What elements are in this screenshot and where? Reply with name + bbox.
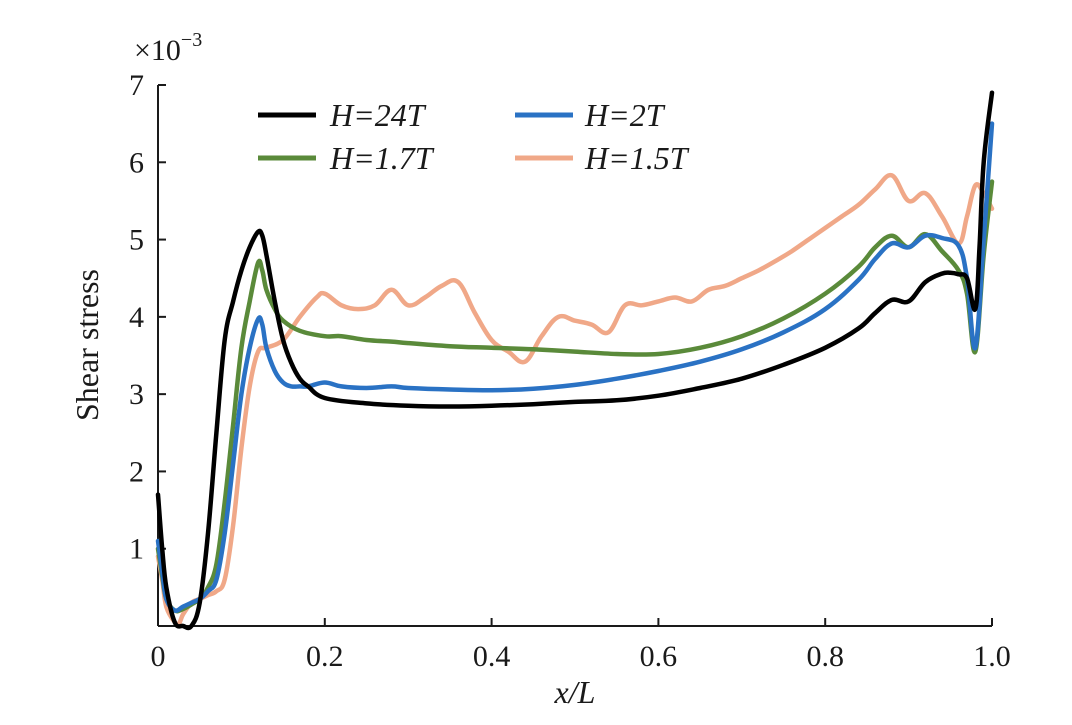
y-tick-label: 3 <box>129 378 144 411</box>
series-line-1 <box>155 121 995 614</box>
legend-entry-3: H=1.5T <box>515 140 690 176</box>
y-tick-label: 2 <box>129 455 144 488</box>
y-scale-exponent: −3 <box>181 29 202 51</box>
legend-entry-2: H=1.7T <box>258 140 435 176</box>
series-line-0 <box>155 90 995 631</box>
x-tick-label: 0.6 <box>640 640 678 673</box>
y-axis-title: Shear stress <box>69 269 105 421</box>
x-tick-label: 0.4 <box>473 640 511 673</box>
y-tick-label: 5 <box>129 224 144 257</box>
y-tick-label: 1 <box>129 533 144 566</box>
y-tick-label: 4 <box>129 301 144 334</box>
y-scale-base: ×10 <box>134 34 181 67</box>
legend-entry-0: H=24T <box>258 97 427 133</box>
x-ticks: 0 0.2 0.4 0.6 0.8 1.0 <box>151 618 1011 673</box>
y-ticks: 1 2 3 4 5 6 7 <box>129 69 166 566</box>
x-axis-title: x/L <box>554 674 596 710</box>
x-tick-label: 0.2 <box>306 640 344 673</box>
series-group <box>155 90 995 631</box>
series-line-2 <box>155 179 995 614</box>
legend-entry-1: H=2T <box>515 97 666 133</box>
y-scale-label: ×10−3 <box>134 29 202 67</box>
legend-label-2: H=1.7T <box>329 140 435 176</box>
y-tick-label: 7 <box>129 69 144 102</box>
axes <box>157 85 992 627</box>
x-tick-label: 0 <box>151 640 166 673</box>
legend: H=24T H=2T H=1.7T H=1.5T <box>258 97 690 176</box>
legend-label-0: H=24T <box>329 97 427 133</box>
x-tick-label: 1.0 <box>973 640 1011 673</box>
series-line-3 <box>155 172 995 627</box>
legend-label-3: H=1.5T <box>584 140 690 176</box>
legend-label-1: H=2T <box>584 97 666 133</box>
x-tick-label: 0.8 <box>806 640 844 673</box>
y-tick-label: 6 <box>129 146 144 179</box>
